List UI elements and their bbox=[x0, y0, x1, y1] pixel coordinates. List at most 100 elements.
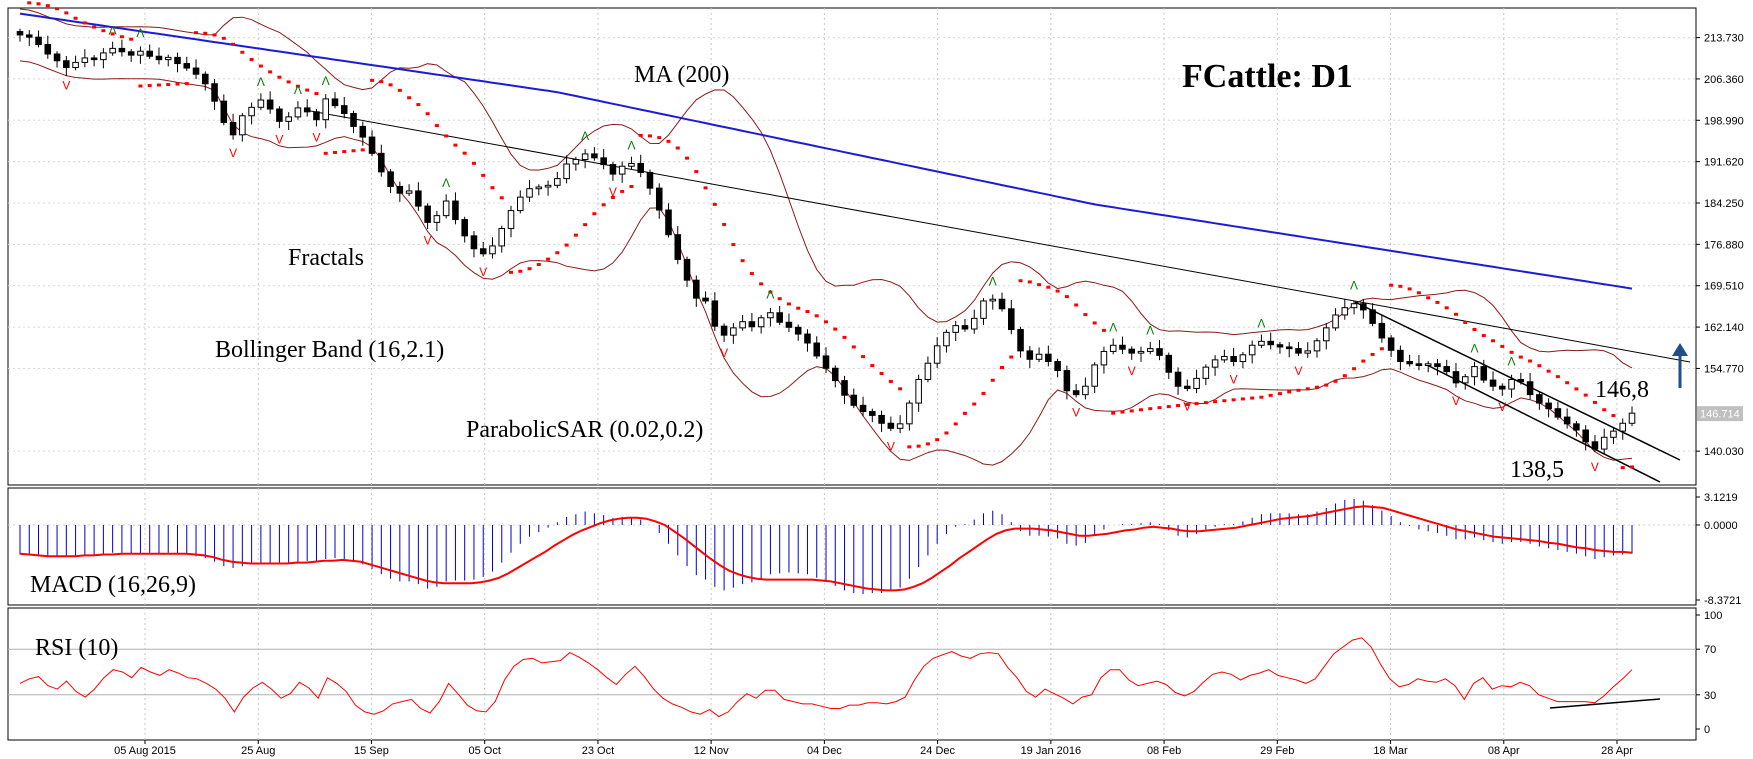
sar-dot bbox=[444, 134, 449, 138]
candle-body bbox=[1258, 340, 1265, 346]
sar-dot bbox=[796, 306, 801, 310]
sar-dot bbox=[1296, 388, 1301, 392]
sar-dot bbox=[1259, 395, 1264, 399]
candle-body bbox=[1035, 353, 1043, 360]
candle-body bbox=[470, 235, 478, 250]
sar-dot bbox=[351, 149, 356, 153]
sar-dot bbox=[592, 212, 597, 216]
time-axis-label: 05 Aug 2015 bbox=[114, 745, 176, 757]
candle-body bbox=[720, 325, 728, 336]
candle-body bbox=[618, 165, 626, 175]
fractal-up-icon: Λ bbox=[1350, 279, 1358, 293]
candle-body bbox=[1443, 366, 1450, 373]
sar-dot bbox=[536, 263, 541, 267]
sar-dot bbox=[166, 83, 171, 87]
sar-dot bbox=[740, 259, 745, 263]
sar-dot bbox=[323, 151, 328, 155]
sar-dot bbox=[1602, 408, 1607, 412]
candle-body bbox=[1091, 364, 1098, 387]
time-axis-label: 15 Sep bbox=[354, 745, 389, 757]
sar-dot bbox=[295, 84, 300, 88]
sar-dot bbox=[1389, 283, 1394, 287]
candle-body bbox=[118, 47, 126, 53]
candle-body bbox=[248, 106, 255, 117]
price-axis-label: 191.620 bbox=[1704, 157, 1744, 169]
sar-dot bbox=[1398, 284, 1403, 288]
sar-dot bbox=[759, 282, 764, 286]
candle-body bbox=[1100, 350, 1108, 366]
candle-body bbox=[396, 185, 404, 194]
rsi-panel-frame bbox=[7, 607, 1697, 741]
candle-body bbox=[1119, 344, 1126, 350]
price-axis-label: 213.730 bbox=[1704, 33, 1744, 45]
sar-dot bbox=[888, 379, 893, 383]
sar-dot bbox=[1213, 400, 1218, 404]
sar-dot bbox=[768, 290, 773, 294]
candle-body bbox=[1536, 394, 1543, 404]
sar-dot bbox=[212, 33, 217, 37]
candle-body bbox=[1239, 354, 1247, 363]
sar-dot bbox=[1546, 369, 1551, 373]
fractal-up-icon: Λ bbox=[1146, 324, 1154, 338]
fractal-up-icon: Λ bbox=[294, 83, 302, 97]
trend-lines bbox=[304, 109, 1691, 709]
ma-label: MA (200) bbox=[634, 62, 729, 88]
fractal-up-icon: Λ bbox=[109, 23, 117, 37]
candle-body bbox=[25, 34, 33, 38]
candle-body bbox=[878, 414, 885, 424]
channel-upper-line bbox=[1354, 301, 1681, 461]
rsi-series bbox=[19, 637, 1633, 718]
sar-dot bbox=[1222, 399, 1227, 403]
sar-dot bbox=[194, 31, 199, 35]
candle-body bbox=[303, 107, 311, 113]
candle-body bbox=[1378, 322, 1386, 339]
sar-dot bbox=[1407, 287, 1412, 291]
sar-dot bbox=[1352, 367, 1357, 371]
rsi-axis-label: 100 bbox=[1704, 610, 1722, 622]
candle-body bbox=[461, 219, 468, 237]
fractal-down-icon: V bbox=[312, 131, 320, 145]
candle-body bbox=[1461, 376, 1469, 384]
candle-body bbox=[1628, 412, 1636, 424]
candle-body bbox=[1322, 327, 1330, 342]
candle-body bbox=[340, 105, 348, 115]
sar-dot bbox=[110, 32, 115, 36]
sar-dot bbox=[601, 203, 606, 207]
candle-body bbox=[1582, 429, 1589, 443]
sar-dot bbox=[55, 7, 60, 11]
candle-body bbox=[1045, 353, 1052, 363]
candle-body bbox=[1489, 379, 1497, 387]
sar-label: ParabolicSAR (0.02,0.2) bbox=[466, 417, 703, 443]
candle-body bbox=[1424, 363, 1432, 366]
candle-body bbox=[702, 297, 709, 302]
sar-dot bbox=[129, 37, 134, 41]
sar-dot bbox=[434, 124, 439, 128]
candle-body bbox=[1026, 350, 1034, 360]
sar-dot bbox=[453, 143, 458, 147]
candle-body bbox=[943, 331, 950, 347]
fractal-up-icon: Λ bbox=[1470, 342, 1478, 356]
sar-dot bbox=[221, 36, 226, 40]
candle-body bbox=[572, 159, 580, 165]
sar-dot bbox=[286, 80, 291, 84]
fractal-down-icon: V bbox=[1498, 400, 1506, 414]
candle-body bbox=[693, 279, 700, 299]
time-axis-label: 08 Feb bbox=[1147, 745, 1181, 757]
candle-body bbox=[368, 136, 376, 154]
candle-body bbox=[137, 50, 144, 56]
sar-dot bbox=[1000, 365, 1005, 369]
candle-body bbox=[229, 121, 237, 136]
candle-body bbox=[1517, 378, 1525, 383]
candle-body bbox=[841, 380, 848, 396]
candle-body bbox=[81, 57, 89, 63]
candle-body bbox=[1304, 350, 1312, 354]
candle-body bbox=[1082, 385, 1089, 396]
candle-body bbox=[1248, 344, 1256, 356]
rsi-grid bbox=[8, 648, 1696, 696]
sar-dot bbox=[27, 1, 32, 5]
sar-dot bbox=[657, 136, 662, 140]
candle-body bbox=[563, 163, 570, 180]
sar-dot bbox=[675, 146, 680, 150]
sar-dot bbox=[731, 243, 736, 247]
